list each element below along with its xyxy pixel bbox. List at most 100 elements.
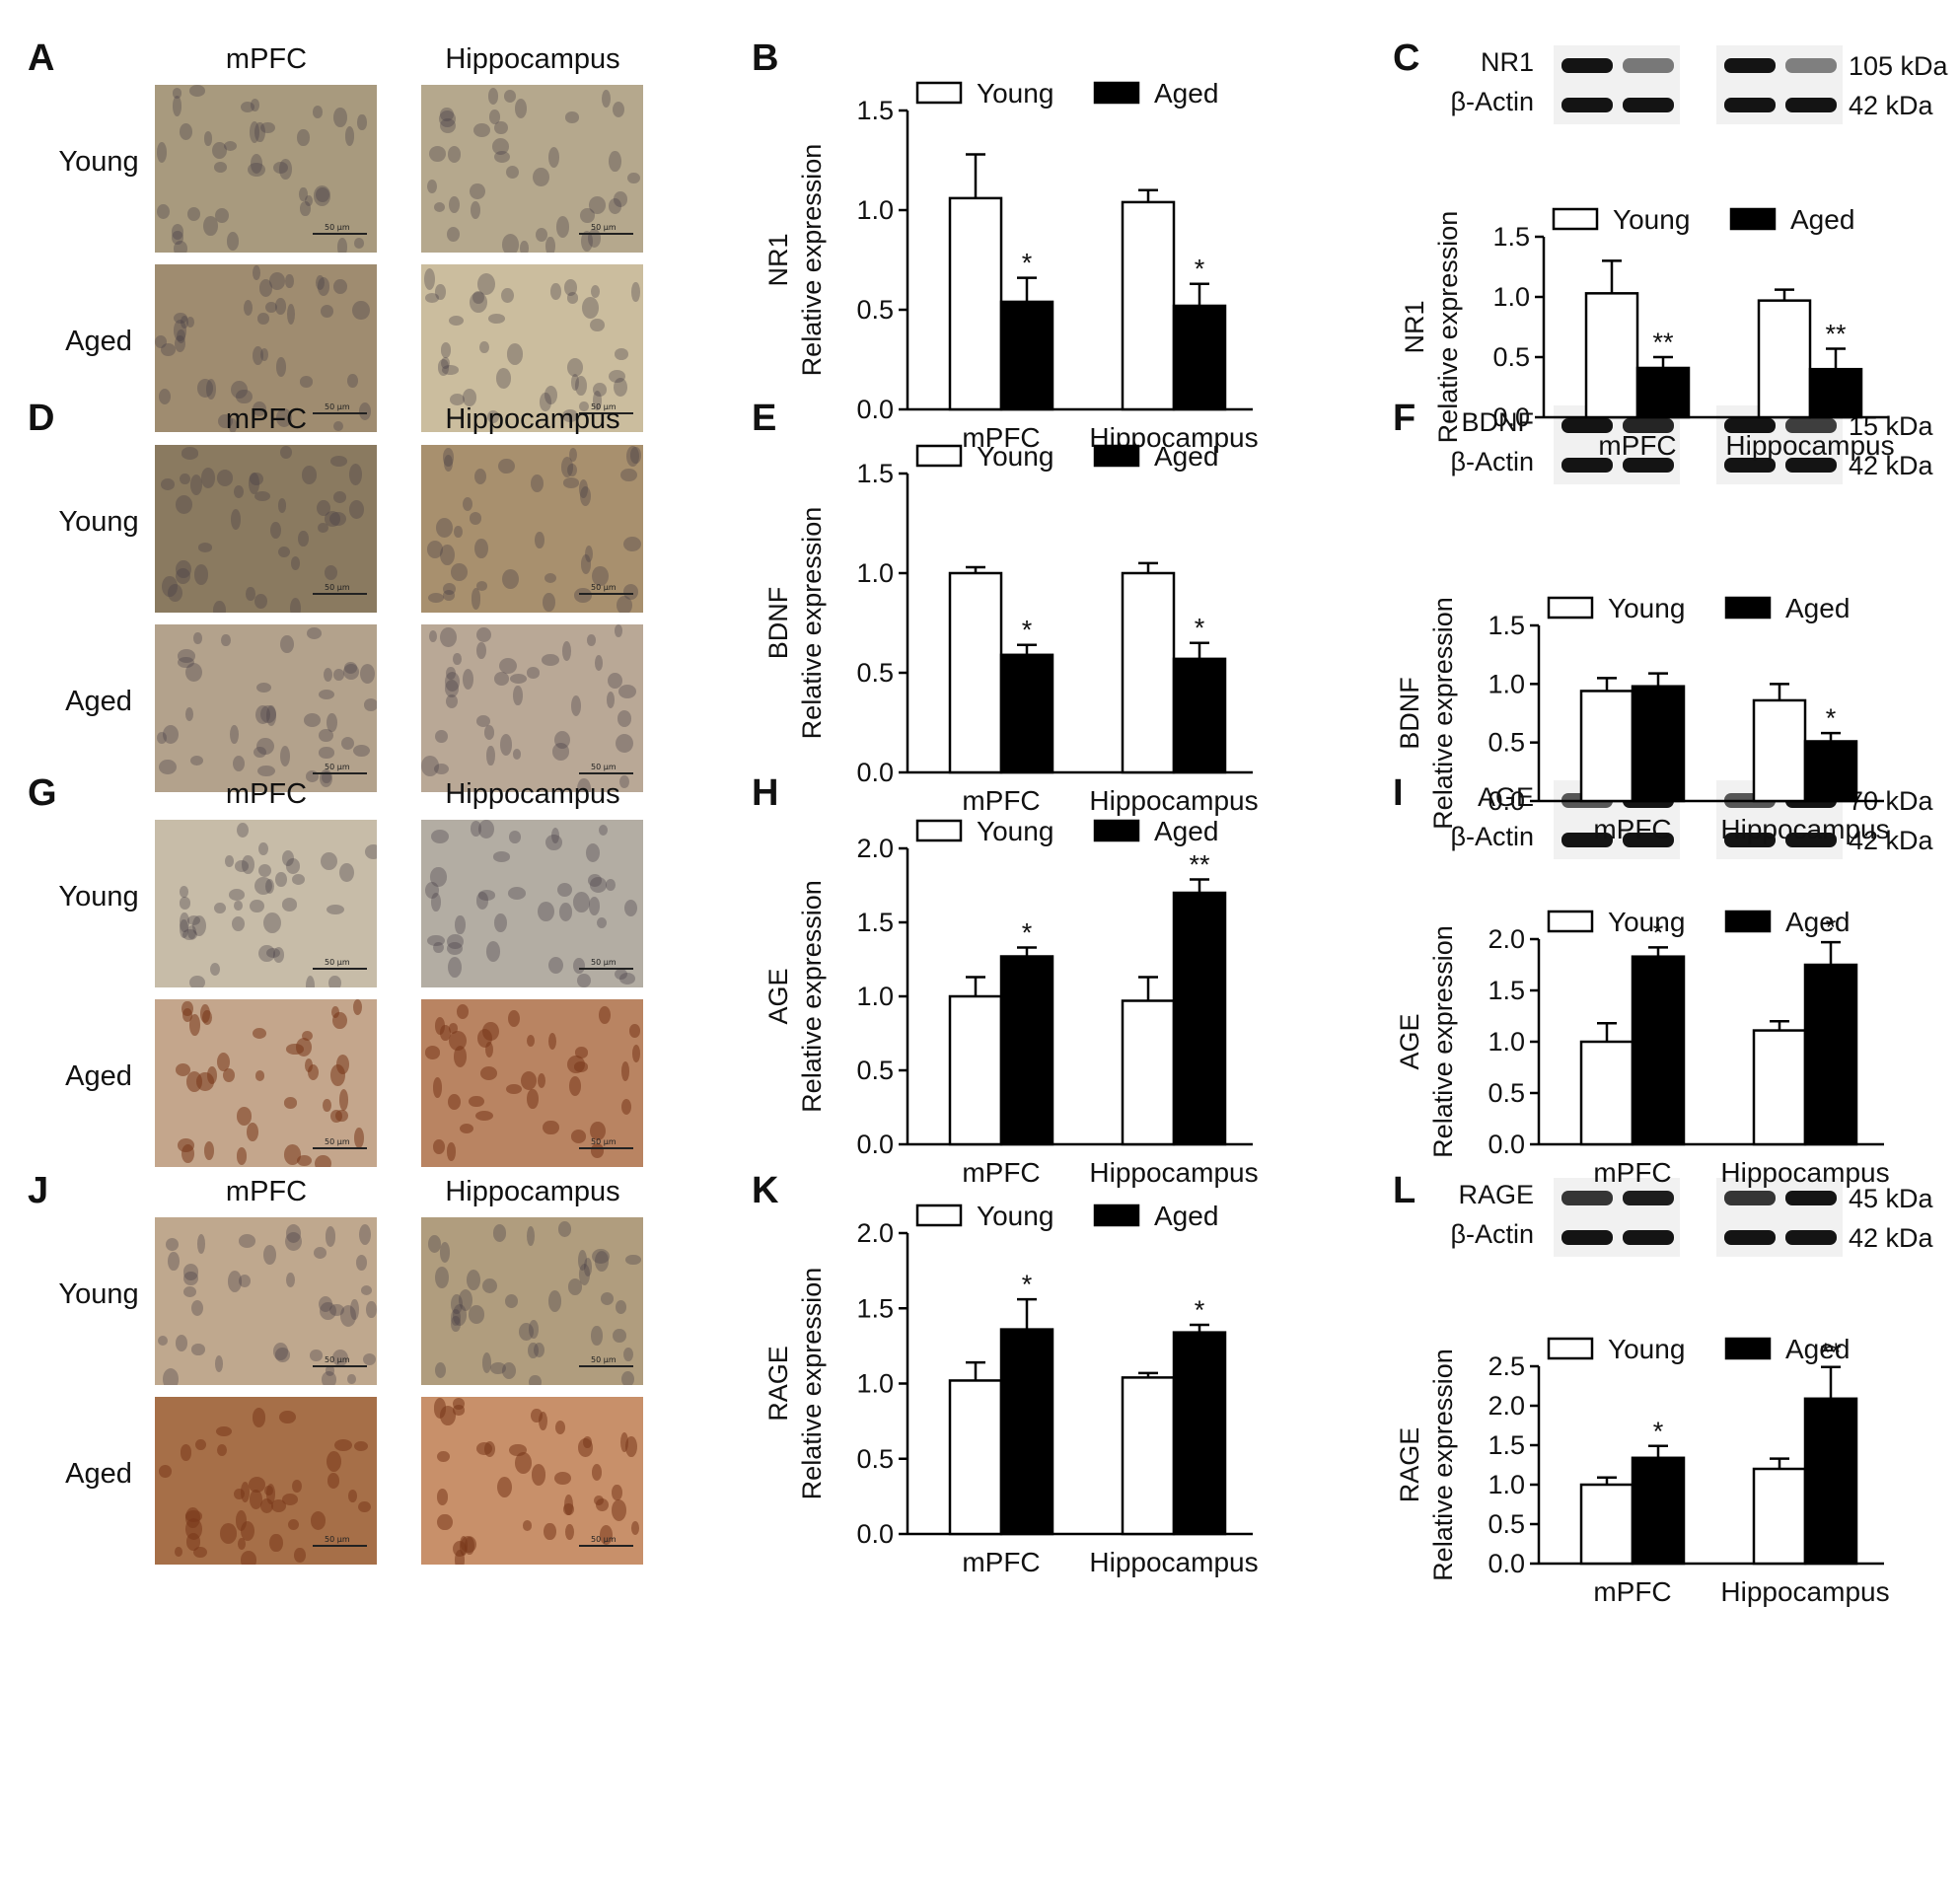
y-tick-label: 2.0: [1488, 924, 1525, 954]
stained-cell: [216, 469, 234, 486]
significance-label: *: [1195, 1295, 1205, 1325]
stained-cell: [463, 497, 473, 512]
stained-cell: [215, 1425, 232, 1437]
stained-cell: [437, 359, 450, 376]
stained-cell: [230, 508, 241, 530]
stained-cell: [476, 1028, 492, 1048]
y-axis-marker-label: AGE: [763, 968, 793, 1024]
stained-cell: [304, 1058, 313, 1072]
stained-cell: [522, 1520, 533, 1531]
stained-cell: [493, 672, 510, 686]
bar-aged-mpfc: [1631, 955, 1686, 1146]
stained-cell: [246, 587, 255, 601]
stained-cell: [182, 1271, 198, 1286]
stained-cell: [277, 546, 290, 558]
stained-cell: [559, 903, 573, 922]
stained-cell: [181, 1008, 192, 1023]
stained-cell: [529, 1374, 543, 1385]
y-tick-label: 1.0: [1492, 282, 1530, 312]
stained-cell: [323, 667, 333, 683]
stained-cell: [599, 824, 609, 836]
stained-cell: [584, 545, 593, 562]
stained-cell: [429, 629, 438, 642]
stained-cell: [526, 1225, 535, 1247]
stained-cell: [329, 511, 347, 527]
stained-cell: [275, 408, 293, 428]
stained-cell: [174, 334, 186, 353]
stained-cell: [544, 1522, 556, 1541]
y-tick-label: 0.0: [856, 1519, 894, 1549]
stained-cell: [608, 369, 626, 384]
stained-cell: [570, 694, 581, 716]
significance-label: **: [1825, 319, 1847, 348]
stained-cell: [531, 1408, 544, 1423]
stained-cell: [172, 95, 181, 116]
legend-label-young: Young: [977, 1201, 1053, 1231]
stained-cell: [430, 867, 447, 887]
stained-cell: [321, 851, 338, 870]
stained-cell: [190, 474, 203, 495]
y-axis-label: Relative expression: [1428, 1349, 1458, 1581]
panel-letter-j: J: [28, 1170, 49, 1211]
legend-label-young: Young: [1608, 593, 1685, 623]
stained-cell: [492, 1224, 507, 1242]
stained-cell: [299, 376, 314, 388]
stained-cell: [446, 226, 461, 242]
x-tick-label-mpfc: mPFC: [1593, 1157, 1671, 1188]
stained-cell: [185, 316, 195, 328]
stained-cell: [574, 1047, 589, 1058]
stained-cell: [455, 914, 466, 935]
stained-cell: [527, 1034, 536, 1047]
stained-cell: [191, 1344, 205, 1355]
stained-cell: [273, 161, 289, 174]
stained-cell: [194, 1438, 207, 1451]
stained-cell: [475, 715, 490, 727]
stained-cell: [339, 1305, 356, 1327]
stained-cell: [199, 1004, 211, 1023]
stained-cell: [258, 278, 273, 297]
stained-cell: [305, 194, 314, 207]
stained-cell: [583, 1436, 593, 1448]
stained-cell: [239, 1234, 256, 1249]
kda-label-rage: 45 kDa: [1849, 1184, 1933, 1213]
y-tick-label: 0.0: [856, 1130, 894, 1159]
y-axis-label: Relative expression: [1433, 211, 1463, 444]
y-axis-marker-label: NR1: [1400, 300, 1429, 353]
blot-band: [1623, 418, 1674, 433]
scale-bar-label: 50 μm: [591, 583, 617, 592]
scale-bar-label: 50 μm: [591, 1355, 617, 1364]
stained-cell: [297, 1155, 312, 1166]
stained-cell: [548, 1033, 557, 1051]
legend-swatch-aged: [1729, 207, 1777, 231]
stained-cell: [449, 393, 466, 405]
stained-cell: [172, 231, 183, 246]
stained-cell: [175, 1546, 183, 1558]
stained-cell: [570, 1129, 587, 1143]
stained-cell: [449, 1023, 458, 1034]
stained-cell: [502, 568, 519, 589]
stained-cell: [562, 477, 580, 488]
stained-cell: [260, 121, 275, 133]
stained-cell: [619, 775, 630, 789]
stained-cell: [475, 641, 486, 660]
stained-cell: [596, 917, 607, 929]
stained-cell: [277, 498, 286, 513]
stained-cell: [352, 300, 370, 321]
stained-cell: [285, 858, 301, 875]
bar-aged-hippocampus: [1172, 891, 1227, 1146]
stained-cell: [568, 1278, 583, 1295]
panel-letter-h: H: [752, 772, 779, 814]
stained-cell: [171, 223, 184, 240]
micro-row-label-aged: Aged: [65, 1458, 132, 1490]
stained-cell: [249, 473, 259, 494]
stained-cell: [162, 1368, 180, 1385]
legend-label-aged: Aged: [1790, 204, 1854, 235]
blot-target-hippocampus: [1716, 1178, 1843, 1217]
stained-cell: [623, 1347, 634, 1361]
blot-band: [1724, 833, 1776, 847]
y-axis-label: Relative expression: [1428, 597, 1458, 830]
stained-cell: [424, 267, 435, 290]
stained-cell: [339, 862, 355, 883]
